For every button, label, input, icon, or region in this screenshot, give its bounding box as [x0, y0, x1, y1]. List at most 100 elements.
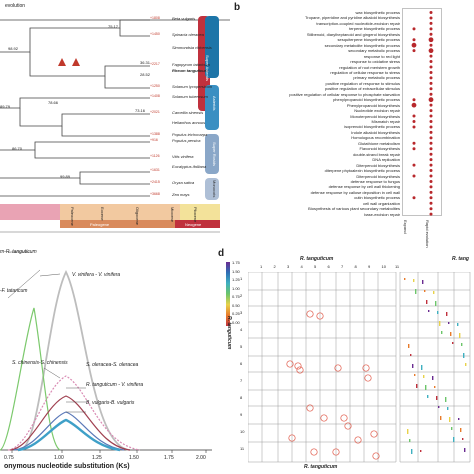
syntenic-segment	[404, 278, 406, 280]
period-label: Miocene	[170, 207, 175, 223]
syntenic-segment	[450, 332, 452, 336]
node-value: 86.70	[12, 146, 23, 151]
species-label: Eucalyptus ifalliana	[172, 164, 207, 169]
syntenic-segment	[408, 344, 410, 348]
node-value: 75.17	[108, 24, 119, 29]
node-value: 99.89	[60, 174, 71, 179]
panel-ks: m-R. tanguticum -F. tataricum V. vinifer…	[0, 248, 214, 474]
syntenic-segment	[434, 386, 436, 388]
go-term-label: defense response to fungus	[350, 178, 400, 184]
synteny-block-marker	[362, 364, 370, 372]
ks-xtick: 1.00	[54, 455, 64, 461]
svg-text:+3668: +3668	[150, 192, 160, 196]
node-value: 89.79	[0, 104, 11, 109]
go-term-label: Mismatch repair	[371, 119, 400, 124]
species-label: Camellia sinensis	[172, 110, 204, 115]
synteny-block-marker	[370, 430, 378, 438]
go-dot	[429, 185, 433, 189]
ks-xlabel: onymous nucleotide substitution (Ks)	[4, 463, 130, 470]
go-dot	[429, 54, 433, 58]
col-tick: 11	[395, 264, 400, 269]
go-term-label: Flavonoid biosynthesis	[359, 146, 400, 152]
node-value: 98.92	[8, 46, 19, 51]
species-label: Beta vulgaris	[172, 16, 196, 21]
go-dot	[429, 114, 433, 118]
svg-text:+1808: +1808	[150, 16, 160, 20]
go-term-label: positive regulation of response to stimu…	[325, 80, 400, 86]
go-term-label: primary metabolic process	[353, 75, 400, 81]
go-dot	[429, 21, 433, 25]
synteny-block-marker	[294, 362, 302, 370]
col-tick: 4	[300, 264, 303, 269]
col-tick: 7	[341, 264, 344, 269]
syntenic-segment	[420, 450, 422, 452]
ks-label: S. oleracea-S. oleracea	[86, 362, 139, 368]
col-tick: 8	[354, 264, 357, 269]
panel-label-b: b	[234, 2, 241, 13]
ks-label: -F. tataricum	[0, 288, 28, 294]
legend-value: 0.25	[232, 311, 240, 316]
go-term-label: Biosynthesis of various plant secondary …	[308, 206, 400, 212]
syntenic-segment	[459, 333, 461, 338]
col-tick: 5	[314, 264, 317, 269]
syntenic-segment	[407, 429, 409, 434]
syntenic-segment	[433, 291, 435, 294]
ks-xtick: 1.75	[164, 455, 174, 461]
syntenic-segment	[432, 376, 434, 380]
period-label: Eocene	[100, 207, 105, 221]
node-value: 73.16	[135, 108, 146, 113]
go-dot	[429, 103, 433, 107]
synteny-block-marker	[286, 360, 294, 368]
go-term-label: regulation of root meristem growth	[339, 64, 400, 70]
go-dot	[429, 147, 433, 151]
go-term-label: defense response by cell wall thickening	[328, 184, 400, 190]
species-label: Vitis vinifera	[172, 154, 194, 159]
syntenic-segment	[445, 397, 447, 402]
go-dot	[429, 130, 433, 134]
legend-value: 1.50	[232, 268, 240, 274]
go-dot	[429, 70, 433, 74]
syntenic-segment	[447, 407, 449, 410]
syntenic-segment	[436, 396, 438, 400]
go-term-label: Diterpenoid biosynthesis	[356, 162, 400, 168]
syntenic-segment	[409, 439, 411, 442]
curve-rtang	[17, 418, 121, 452]
synteny-block-marker	[354, 436, 362, 444]
synteny-block-marker	[288, 434, 296, 442]
ks-xtick: 1.50	[129, 455, 139, 461]
synteny-block-marker	[344, 422, 352, 430]
syntenic-segment	[452, 342, 454, 344]
svg-text:+2217: +2217	[150, 62, 160, 66]
synteny-block-marker	[372, 452, 380, 460]
period-label: Oligocene	[135, 207, 140, 226]
syntenic-segment	[412, 364, 414, 368]
svg-text:+2021: +2021	[150, 110, 160, 114]
go-dot	[429, 207, 433, 211]
col-tick: 10	[381, 264, 386, 269]
ks-label: V. vinifera - V. vinifera	[72, 272, 121, 278]
syntenic-segment	[428, 310, 430, 312]
syntenic-segment	[463, 353, 465, 358]
curve-soleracea	[7, 375, 141, 451]
group-bar-super-rosids	[205, 134, 219, 174]
syntenic-segment	[453, 437, 455, 442]
syntenic-segment	[424, 290, 426, 292]
syntenic-segment	[422, 280, 424, 284]
species-label: Spinacia oleracea	[172, 32, 204, 37]
row-tick: 9	[240, 412, 243, 417]
syntenic-segment	[416, 384, 418, 388]
synteny-block-marker	[306, 404, 314, 412]
curve-rtang-vvin	[9, 395, 131, 451]
legend-value: 0.00	[232, 319, 240, 325]
go-term-label: wax biosynthetic process	[355, 10, 400, 15]
syntenic-segment	[458, 418, 460, 420]
go-dot	[412, 120, 416, 123]
go-term-label: terpene biosynthetic process	[349, 26, 400, 32]
synteny-block-marker	[332, 448, 340, 456]
gene-loss-marker	[72, 58, 80, 66]
group-label: Asterids	[212, 96, 217, 111]
go-dot	[429, 152, 433, 156]
go-dot	[412, 196, 416, 200]
go-dot	[429, 179, 433, 183]
go-dot	[411, 102, 417, 108]
